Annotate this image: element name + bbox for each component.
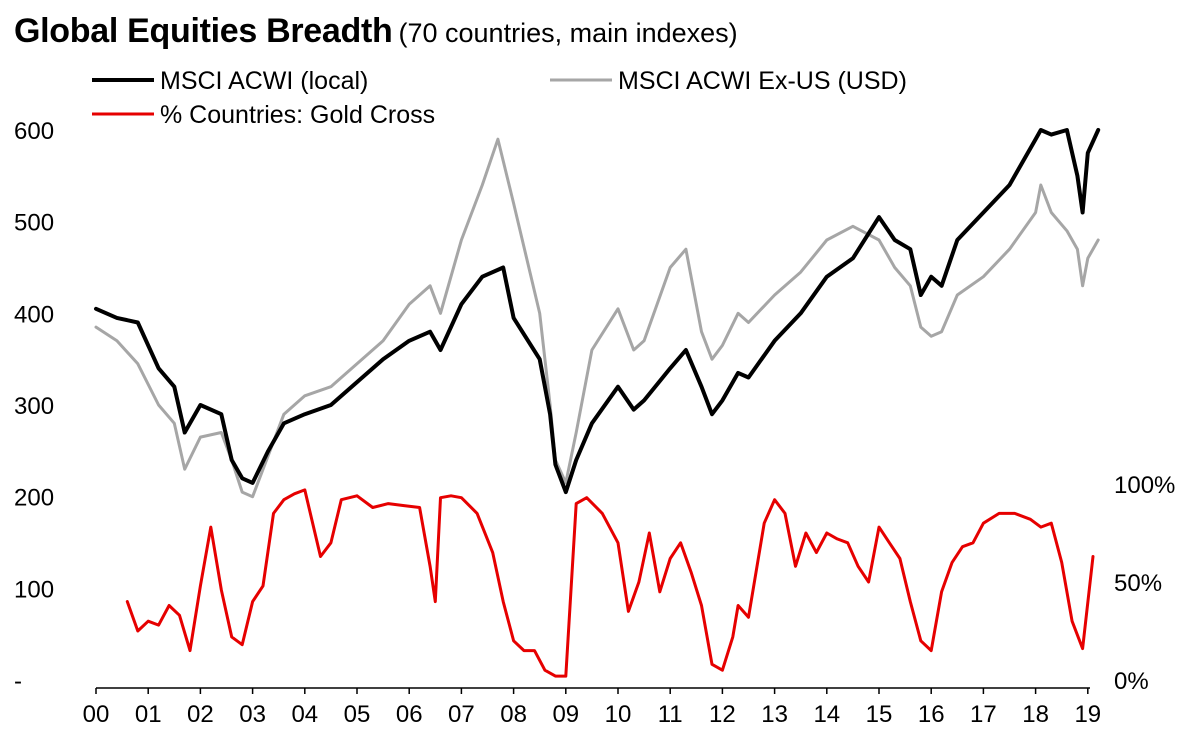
- right-tick-label: 0%: [1114, 668, 1149, 695]
- x-tick-label: 00: [83, 701, 110, 728]
- legend-label: MSCI ACWI (local): [160, 67, 368, 95]
- left-tick-label: 100: [14, 576, 54, 603]
- chart-title: Global Equities Breadth: [14, 12, 393, 50]
- series-line-msci-acwi-ex-us: [94, 137, 1100, 499]
- right-tick-label: 50%: [1114, 570, 1162, 597]
- x-tick-label: 13: [761, 701, 788, 728]
- series-line-gold-cross-pct: [125, 488, 1095, 678]
- series-line-msci-acwi-local: [94, 128, 1101, 495]
- chart-subtitle: (70 countries, main indexes): [398, 18, 738, 48]
- x-tick-label: 08: [500, 701, 527, 728]
- series-layer: [94, 128, 1101, 678]
- x-tick-label: 02: [187, 701, 214, 728]
- left-tick-label: -: [14, 668, 22, 695]
- x-tick-label: 16: [918, 701, 945, 728]
- chart-title-block: Global Equities Breadth (70 countries, ma…: [14, 12, 738, 51]
- x-tick-label: 12: [709, 701, 736, 728]
- x-tick-label: 15: [866, 701, 893, 728]
- x-tick-label: 06: [396, 701, 423, 728]
- legend-label: % Countries: Gold Cross: [160, 101, 435, 129]
- x-tick-label: 03: [239, 701, 266, 728]
- x-tick-label: 10: [605, 701, 632, 728]
- x-tick-label: 18: [1022, 701, 1049, 728]
- x-tick-label: 14: [813, 701, 840, 728]
- x-tick-label: 09: [552, 701, 579, 728]
- x-tick-label: 04: [291, 701, 318, 728]
- x-tick-label: 05: [344, 701, 371, 728]
- left-tick-label: 300: [14, 393, 54, 420]
- x-tick-label: 01: [135, 701, 162, 728]
- legend: MSCI ACWI (local) MSCI ACWI Ex-US (USD) % …: [92, 67, 907, 129]
- x-tick-label: 17: [970, 701, 997, 728]
- x-tick-label: 11: [658, 701, 683, 728]
- left-axis-ticks: - 100 200 300 400 500 600: [14, 118, 54, 695]
- right-axis-ticks: 0% 50% 100%: [1114, 472, 1175, 695]
- x-tick-label: 07: [448, 701, 475, 728]
- legend-label: MSCI ACWI Ex-US (USD): [618, 67, 907, 95]
- x-tick-label: 19: [1074, 701, 1101, 728]
- x-axis: 00 01 02 03 04 05 06 07 08 09 10 11 12 13 14 15 16 17 18 19: [83, 687, 1101, 728]
- right-tick-label: 100%: [1114, 472, 1175, 499]
- left-tick-label: 400: [14, 301, 54, 328]
- left-tick-label: 600: [14, 118, 54, 145]
- left-tick-label: 200: [14, 485, 54, 512]
- left-tick-label: 500: [14, 210, 54, 237]
